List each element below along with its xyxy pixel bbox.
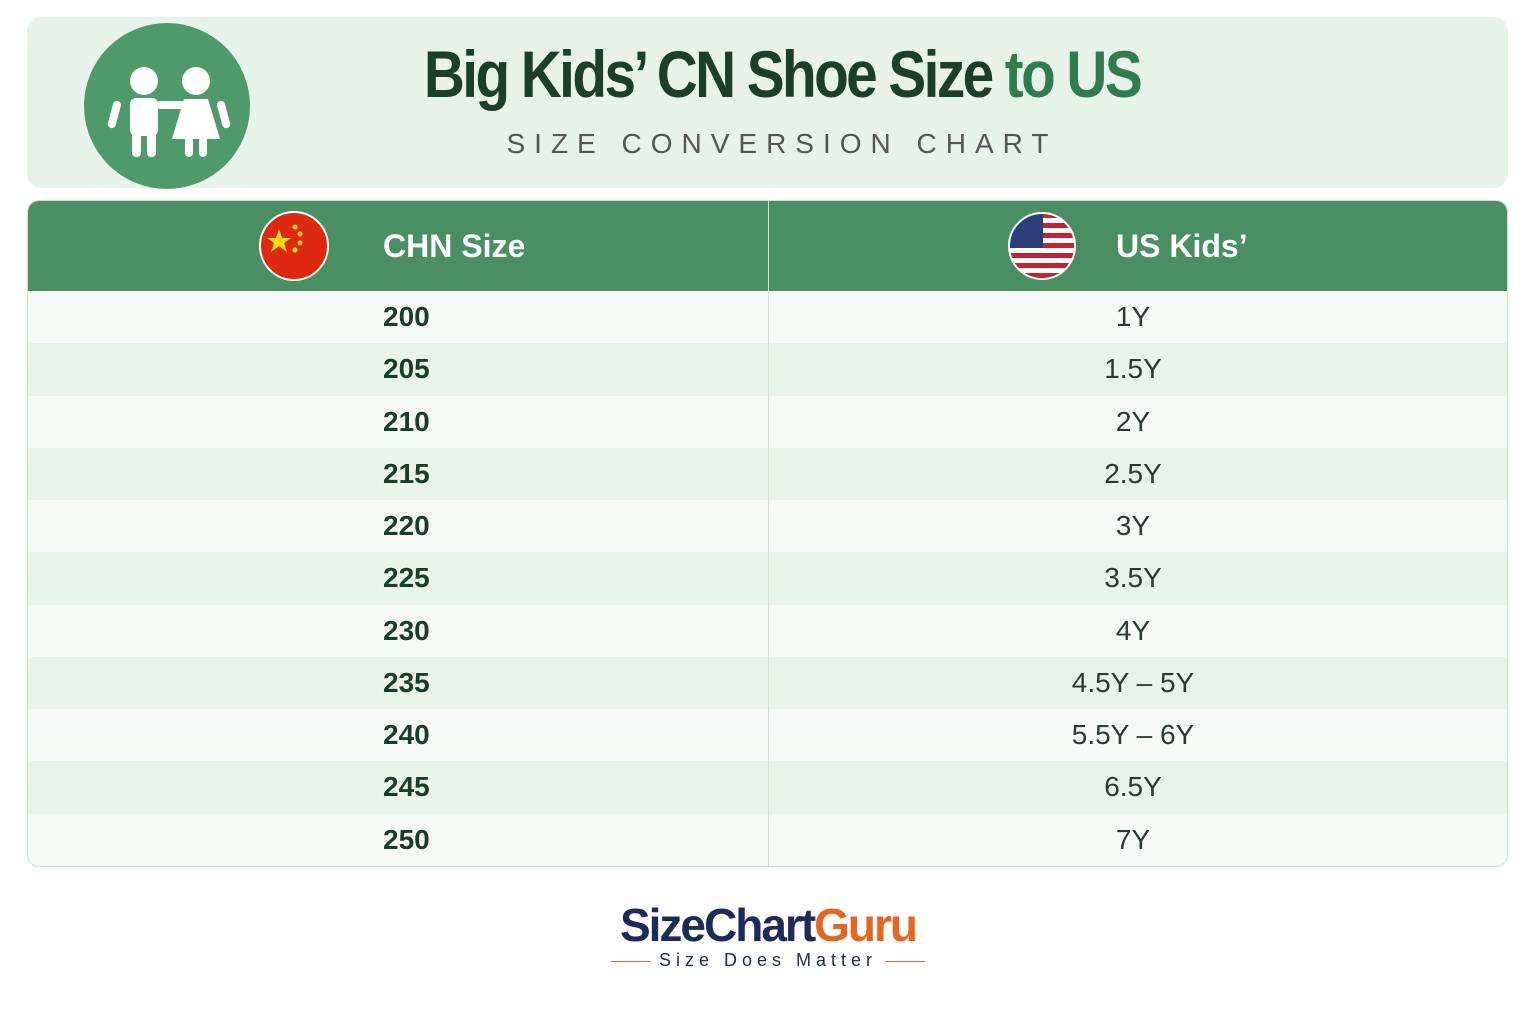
- table: CHN Size US Kids’ 200 1Y 205 1.5Y 210 2Y 215 2.…: [27, 200, 1508, 867]
- table-cell: 235: [383, 666, 430, 698]
- table-row: 220 3Y: [28, 500, 1507, 553]
- subtitle: SIZE CONVERSION CHART: [506, 128, 1058, 159]
- table-row: 240 5.5Y – 6Y: [28, 709, 1507, 762]
- table-cell: 200: [383, 301, 430, 332]
- table-cell: 5.5Y – 6Y: [1071, 719, 1195, 751]
- table-row: 225 3.5Y: [28, 552, 1507, 605]
- table-cell: 215: [383, 457, 430, 489]
- column-header: US Kids’: [1116, 228, 1248, 264]
- brand-main: SizeChart: [619, 899, 816, 951]
- title: Big Kids’ CN Shoe Size to US: [367, 36, 1196, 112]
- table-cell: 3.5Y: [1104, 562, 1162, 594]
- table-cell: 4Y: [1115, 614, 1151, 646]
- table-cell: 1.5Y: [1104, 353, 1162, 385]
- table-cell: 245: [383, 771, 430, 803]
- china-flag: [259, 211, 329, 281]
- tagline: Size Does Matter: [0, 950, 1536, 971]
- table-cell: 240: [383, 719, 430, 751]
- table-cell: 4.5Y – 5Y: [1071, 666, 1195, 698]
- table-row: 215 2.5Y: [28, 447, 1507, 501]
- table-row: 210 2Y: [28, 395, 1507, 448]
- table-cell: 3Y: [1115, 510, 1151, 542]
- kids-icon: [84, 23, 250, 189]
- table-row: 230 4Y: [28, 604, 1507, 657]
- table-cell: 205: [383, 353, 430, 385]
- table-cell: 1Y: [1115, 301, 1151, 332]
- column-header: CHN Size: [383, 228, 526, 264]
- table-row: 235 4.5Y – 5Y: [28, 656, 1507, 710]
- table-cell: 250: [383, 823, 430, 855]
- table-cell: 230: [383, 614, 430, 646]
- table-cell: 2.5Y: [1104, 457, 1162, 489]
- table-cell: 7Y: [1115, 823, 1151, 855]
- brand: SizeChartGuru: [0, 898, 1536, 952]
- header-row: CHN Size US Kids’: [28, 201, 1507, 291]
- us-flag: [1008, 212, 1076, 280]
- table-row: 200 1Y: [28, 291, 1507, 344]
- brand-accent: Guru: [814, 899, 918, 951]
- header: [27, 17, 1508, 188]
- table-row: 250 7Y: [28, 813, 1507, 866]
- title-main: Big Kids’ CN Shoe Size: [423, 37, 994, 111]
- table-cell: 225: [383, 562, 430, 594]
- table-row: 245 6.5Y: [28, 761, 1507, 814]
- table-cell: 6.5Y: [1104, 771, 1162, 803]
- column-divider: [768, 201, 769, 866]
- table-row: 205 1.5Y: [28, 343, 1507, 396]
- title-accent: to US: [1004, 37, 1143, 111]
- table-cell: 220: [383, 510, 430, 542]
- table-cell: 210: [383, 405, 430, 437]
- table-cell: 2Y: [1115, 405, 1151, 437]
